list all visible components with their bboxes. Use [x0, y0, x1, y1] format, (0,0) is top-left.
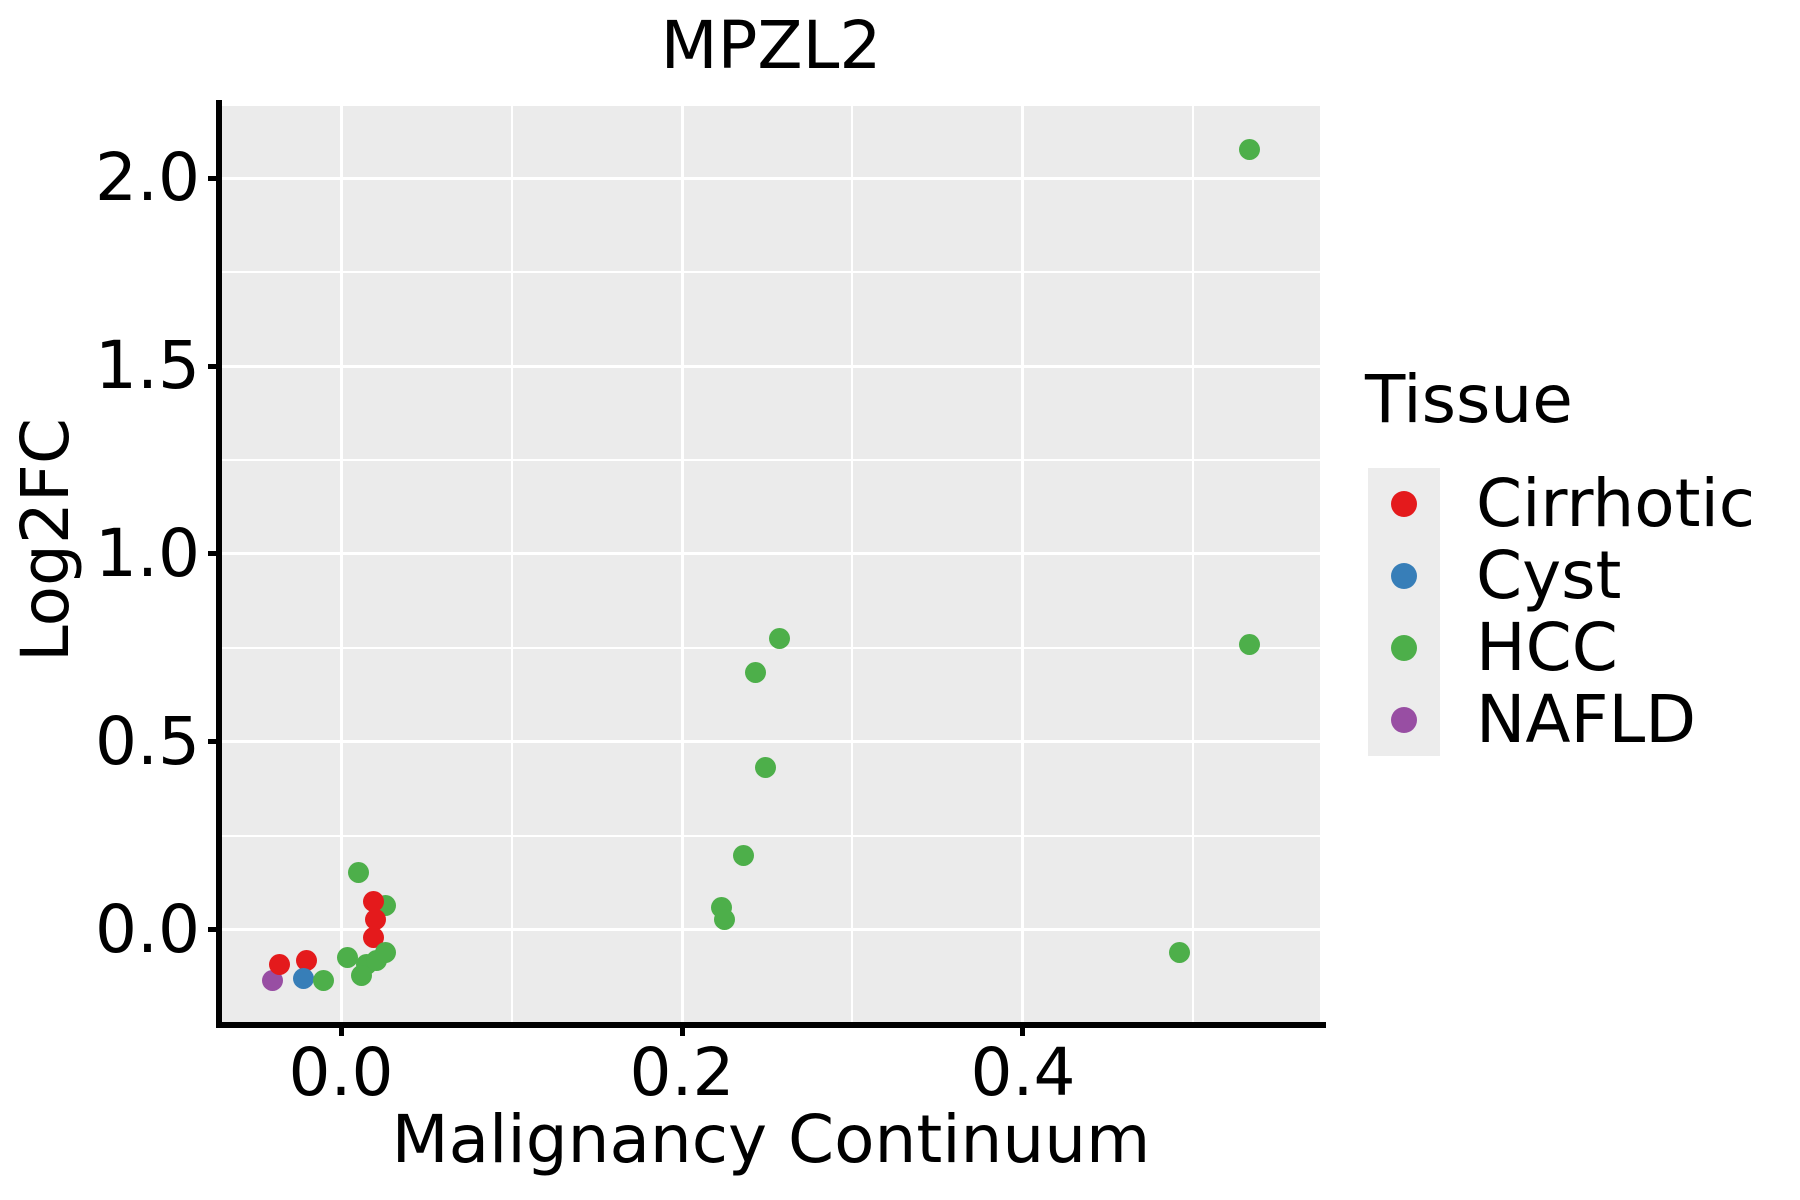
- legend-dot-nafld: [1391, 707, 1417, 733]
- y-tick-mark: [208, 175, 222, 181]
- y-tick-mark: [208, 927, 222, 933]
- y-tick-label: 0.0: [95, 890, 200, 968]
- legend-entry-cirrhotic: Cirrhotic: [1368, 468, 1755, 540]
- data-point-hcc: [1239, 138, 1261, 160]
- minor-gridline-x: [1192, 106, 1195, 1022]
- data-point-hcc: [1169, 941, 1191, 963]
- y-tick-mark: [208, 363, 222, 369]
- y-axis-line: [216, 100, 222, 1028]
- major-gridline-y: [222, 740, 1320, 744]
- data-point-hcc: [313, 969, 335, 991]
- data-point-hcc: [337, 946, 359, 968]
- legend-dot-cyst: [1391, 563, 1417, 589]
- minor-gridline-x: [510, 106, 513, 1022]
- y-tick-mark: [208, 551, 222, 557]
- data-point-hcc: [732, 844, 754, 866]
- major-gridline-y: [222, 176, 1320, 180]
- data-point-cirrhotic: [296, 949, 318, 971]
- major-gridline-y: [222, 928, 1320, 932]
- x-tick-mark: [338, 1022, 344, 1036]
- legend-label: HCC: [1476, 609, 1618, 686]
- legend-title: Tissue: [1365, 361, 1573, 438]
- data-point-hcc: [374, 941, 396, 963]
- data-point-cyst: [292, 968, 314, 990]
- major-gridline-y: [222, 364, 1320, 368]
- minor-gridline-y: [222, 458, 1320, 461]
- x-tick-mark: [1020, 1022, 1026, 1036]
- x-axis-title: Malignancy Continuum: [391, 1101, 1151, 1178]
- legend-label: Cirrhotic: [1476, 465, 1756, 542]
- legend-dot-cirrhotic: [1391, 491, 1417, 517]
- legend-key-box: [1368, 468, 1440, 540]
- data-point-hcc: [714, 909, 736, 931]
- legend-entry-nafld: NAFLD: [1368, 684, 1755, 756]
- data-point-hcc: [347, 862, 369, 884]
- y-tick-label: 2.0: [95, 139, 200, 216]
- y-tick-label: 1.0: [95, 514, 200, 592]
- data-point-cirrhotic: [269, 954, 291, 976]
- major-gridline-x: [339, 106, 343, 1022]
- x-tick-mark: [679, 1022, 685, 1036]
- data-point-cirrhotic: [362, 890, 384, 912]
- data-point-hcc: [1239, 634, 1261, 656]
- chart-title: MPZL2: [660, 7, 882, 84]
- minor-gridline-y: [222, 271, 1320, 273]
- data-point-hcc: [744, 661, 766, 683]
- legend-key-box: [1368, 684, 1440, 756]
- x-tick-label: 0.2: [629, 1034, 735, 1111]
- minor-gridline-x: [851, 106, 854, 1022]
- legend-dot-hcc: [1391, 635, 1417, 661]
- major-gridline-y: [222, 552, 1320, 556]
- major-gridline-x: [680, 106, 684, 1022]
- x-axis-line: [216, 1022, 1326, 1028]
- major-gridline-x: [1021, 106, 1025, 1022]
- minor-gridline-y: [222, 646, 1320, 649]
- x-tick-label: 0.4: [970, 1034, 1076, 1111]
- data-point-cirrhotic: [364, 909, 386, 931]
- data-point-hcc: [768, 628, 790, 650]
- data-point-hcc: [350, 964, 372, 986]
- legend-key-box: [1368, 612, 1440, 684]
- legend-label: Cyst: [1476, 537, 1622, 614]
- legend-key-box: [1368, 540, 1440, 612]
- legend-label: NAFLD: [1476, 681, 1697, 758]
- minor-gridline-y: [222, 834, 1320, 837]
- x-tick-label: 0.0: [288, 1034, 394, 1111]
- data-point-hcc: [755, 756, 777, 778]
- legend-entry-hcc: HCC: [1368, 612, 1755, 684]
- y-tick-mark: [208, 739, 222, 745]
- legend-entry-cyst: Cyst: [1368, 540, 1755, 612]
- y-axis-title: Log2FC: [7, 418, 84, 662]
- y-tick-label: 0.5: [95, 702, 200, 780]
- legend-entries: Cirrhotic Cyst HCC NAFLD: [1368, 468, 1755, 756]
- plot-panel: [222, 106, 1320, 1022]
- y-tick-label: 1.5: [95, 327, 200, 404]
